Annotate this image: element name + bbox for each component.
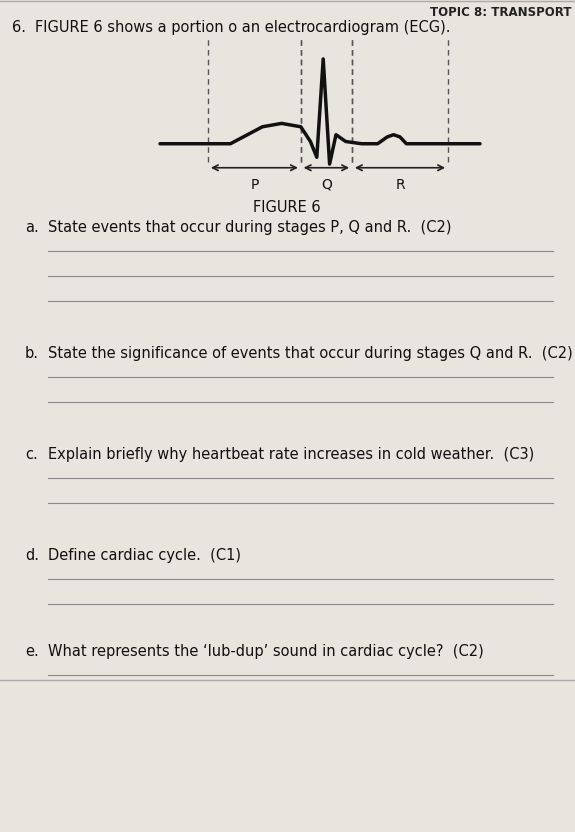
Text: Q: Q [321,178,332,191]
Text: Explain briefly why heartbeat rate increases in cold weather.  (C3): Explain briefly why heartbeat rate incre… [48,447,534,462]
Text: P: P [250,178,259,191]
Text: 6.: 6. [12,20,26,35]
Text: R: R [395,178,405,191]
Text: State events that occur during stages P, Q and R.  (C2): State events that occur during stages P,… [48,220,451,235]
Text: a.: a. [25,220,39,235]
Text: FIGURE 6 shows a portion o an electrocardiogram (ECG).: FIGURE 6 shows a portion o an electrocar… [35,20,450,35]
Text: TOPIC 8: TRANSPORT: TOPIC 8: TRANSPORT [431,6,572,19]
Text: e.: e. [25,644,39,659]
Text: d.: d. [25,547,39,562]
Text: What represents the ‘lub-dup’ sound in cardiac cycle?  (C2): What represents the ‘lub-dup’ sound in c… [48,644,484,659]
Text: c.: c. [25,447,38,462]
Text: State the significance of events that occur during stages Q and R.  (C2): State the significance of events that oc… [48,346,573,361]
Text: b.: b. [25,346,39,361]
Text: Define cardiac cycle.  (C1): Define cardiac cycle. (C1) [48,547,241,562]
Text: FIGURE 6: FIGURE 6 [253,200,321,215]
